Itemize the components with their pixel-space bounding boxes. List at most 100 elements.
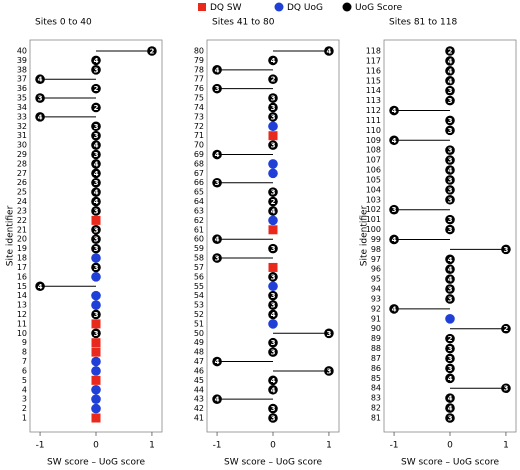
dq-uog-marker bbox=[91, 403, 101, 414]
dq-uog-marker bbox=[268, 159, 278, 169]
y-tick-label: 46 bbox=[194, 366, 204, 375]
y-tick-label: 45 bbox=[194, 376, 204, 385]
score-marker bbox=[389, 135, 399, 146]
y-tick-label: 19 bbox=[17, 244, 27, 253]
score-marker bbox=[268, 93, 278, 103]
dq-uog-marker bbox=[268, 281, 278, 292]
y-tick-label: 25 bbox=[17, 188, 27, 197]
score-marker bbox=[35, 93, 45, 103]
x-tick-label: -1 bbox=[213, 441, 222, 451]
score-label: 4 bbox=[326, 48, 331, 56]
score-marker bbox=[91, 168, 101, 179]
score-label: 3 bbox=[392, 206, 397, 214]
score-marker bbox=[91, 177, 101, 188]
y-tick-label: 23 bbox=[17, 206, 27, 215]
score-marker bbox=[268, 300, 278, 310]
y-tick-label: 5 bbox=[22, 376, 27, 385]
score-label: 3 bbox=[448, 286, 453, 294]
score-marker bbox=[91, 224, 101, 235]
y-tick-label: 60 bbox=[194, 235, 204, 244]
y-tick-label: 51 bbox=[194, 319, 204, 328]
y-tick-label: 22 bbox=[17, 216, 27, 225]
y-tick-label: 53 bbox=[194, 301, 204, 310]
y-tick-label: 49 bbox=[194, 338, 204, 347]
score-label: 4 bbox=[38, 76, 43, 84]
y-tick-label: 81 bbox=[371, 414, 381, 423]
score-label: 4 bbox=[448, 57, 453, 65]
score-label: 4 bbox=[215, 236, 220, 244]
y-tick-label: 33 bbox=[17, 112, 27, 121]
y-tick-label: 18 bbox=[17, 254, 27, 263]
score-marker bbox=[445, 403, 455, 413]
y-tick-label: 15 bbox=[17, 282, 27, 291]
score-marker bbox=[91, 159, 101, 169]
score-label: 2 bbox=[448, 48, 453, 56]
y-tick-label: 74 bbox=[194, 103, 204, 112]
y-tick-label: 7 bbox=[22, 357, 27, 366]
y-tick-label: 70 bbox=[194, 141, 204, 150]
score-marker bbox=[445, 185, 455, 195]
panel-title: Sites 81 to 118 bbox=[389, 18, 457, 28]
score-marker bbox=[268, 337, 278, 348]
score-marker bbox=[91, 140, 101, 150]
y-tick-label: 2 bbox=[22, 404, 27, 413]
dq-uog-marker bbox=[91, 253, 101, 263]
y-tick-label: 52 bbox=[194, 310, 204, 319]
dq-sw-marker bbox=[91, 413, 101, 423]
score-label: 3 bbox=[271, 415, 276, 423]
score-marker bbox=[389, 234, 399, 245]
score-marker bbox=[35, 74, 45, 85]
y-tick-label: 72 bbox=[194, 122, 204, 131]
score-label: 4 bbox=[271, 386, 276, 394]
y-tick-label: 100 bbox=[366, 225, 381, 234]
y-tick-label: 113 bbox=[366, 96, 381, 105]
score-label: 4 bbox=[448, 276, 453, 284]
score-marker bbox=[389, 204, 399, 215]
score-label: 3 bbox=[94, 123, 99, 131]
y-tick-label: 67 bbox=[194, 169, 204, 178]
score-marker bbox=[212, 356, 222, 367]
y-tick-label: 89 bbox=[371, 334, 381, 343]
y-tick-label: 41 bbox=[194, 414, 204, 423]
score-marker bbox=[445, 165, 455, 175]
score-label: 3 bbox=[271, 292, 276, 300]
score-label: 4 bbox=[448, 256, 453, 264]
y-tick-label: 36 bbox=[17, 84, 27, 93]
y-tick-label: 21 bbox=[17, 225, 27, 234]
score-label: 4 bbox=[215, 358, 220, 366]
score-label: 3 bbox=[94, 311, 99, 319]
score-marker bbox=[212, 394, 222, 404]
score-label: 4 bbox=[271, 311, 276, 319]
score-label: 3 bbox=[215, 255, 220, 263]
score-marker bbox=[91, 262, 101, 273]
y-tick-label: 101 bbox=[366, 215, 381, 224]
score-label: 3 bbox=[271, 142, 276, 150]
score-marker bbox=[91, 196, 101, 207]
score-label: 3 bbox=[448, 295, 453, 303]
y-tick-label: 17 bbox=[17, 263, 27, 272]
y-tick-label: 104 bbox=[366, 185, 381, 194]
panel-title: Sites 41 to 80 bbox=[212, 18, 275, 28]
score-label: 3 bbox=[271, 104, 276, 112]
score-label: 4 bbox=[392, 137, 397, 145]
score-label: 3 bbox=[38, 95, 43, 103]
y-tick-label: 58 bbox=[194, 254, 204, 263]
y-tick-label: 73 bbox=[194, 112, 204, 121]
legend-label: DQ SW bbox=[210, 3, 242, 13]
dq-sw-marker bbox=[91, 215, 101, 225]
score-label: 3 bbox=[271, 245, 276, 253]
score-marker bbox=[445, 413, 455, 423]
score-label: 3 bbox=[448, 147, 453, 155]
y-tick-label: 116 bbox=[366, 66, 381, 75]
score-marker bbox=[91, 121, 101, 132]
score-marker bbox=[91, 102, 101, 113]
y-tick-label: 44 bbox=[194, 385, 204, 394]
y-tick-label: 71 bbox=[194, 131, 204, 140]
legend-label: UoG Score bbox=[355, 3, 403, 13]
score-marker bbox=[268, 196, 278, 207]
score-label: 3 bbox=[94, 66, 99, 74]
score-label: 3 bbox=[448, 127, 453, 135]
y-tick-label: 84 bbox=[371, 384, 381, 393]
y-tick-label: 92 bbox=[371, 304, 381, 313]
y-tick-label: 54 bbox=[194, 291, 204, 300]
